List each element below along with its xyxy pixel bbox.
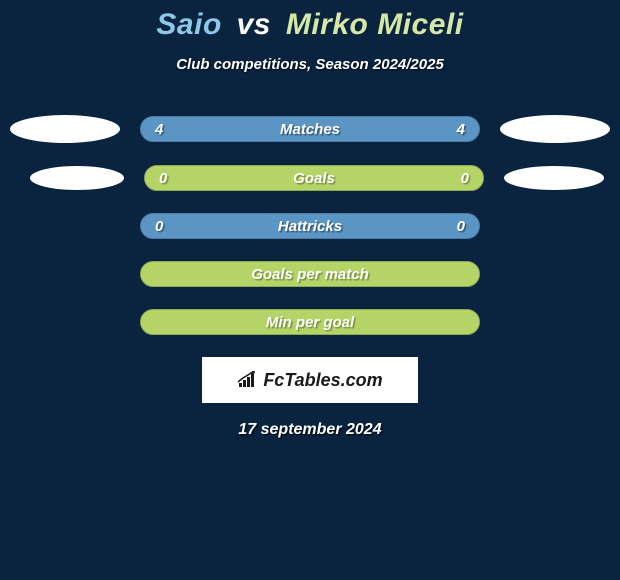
stat-label: Goals per match: [251, 266, 369, 283]
player2-name: Mirko Miceli: [286, 8, 464, 41]
stat-row-mpg: Min per goal: [0, 309, 620, 335]
chart-icon: [237, 371, 259, 389]
stat-value-right: 0: [461, 170, 469, 187]
stat-value-left: 0: [159, 170, 167, 187]
logo-text: FcTables.com: [263, 370, 382, 391]
stat-bar-goals: 0 Goals 0: [144, 165, 484, 191]
ellipse-right-1: [500, 115, 610, 143]
stat-bar-hattricks: 0 Hattricks 0: [140, 213, 480, 239]
stat-row-hattricks: 0 Hattricks 0: [0, 213, 620, 239]
stat-label: Min per goal: [266, 314, 354, 331]
stat-value-left: 0: [155, 218, 163, 235]
stat-bar-matches: 4 Matches 4: [140, 116, 480, 142]
stat-bar-gpm: Goals per match: [140, 261, 480, 287]
stat-value-left: 4: [155, 121, 163, 138]
logo-box: FcTables.com: [202, 357, 418, 403]
stat-row-goals: 0 Goals 0: [0, 165, 620, 191]
stat-value-right: 4: [457, 121, 465, 138]
subtitle: Club competitions, Season 2024/2025: [0, 56, 620, 73]
player1-name: Saio: [156, 8, 221, 41]
stat-label: Matches: [280, 121, 340, 138]
stat-value-right: 0: [457, 218, 465, 235]
page-title: Saio vs Mirko Miceli: [0, 8, 620, 42]
vs-text: vs: [237, 8, 271, 41]
stat-bar-mpg: Min per goal: [140, 309, 480, 335]
ellipse-left-2: [30, 166, 124, 190]
stat-label: Hattricks: [278, 218, 342, 235]
logo: FcTables.com: [237, 370, 382, 391]
ellipse-right-2: [504, 166, 604, 190]
stat-row-gpm: Goals per match: [0, 261, 620, 287]
stat-label: Goals: [293, 170, 335, 187]
stat-row-matches: 4 Matches 4: [0, 115, 620, 143]
ellipse-left-1: [10, 115, 120, 143]
date-text: 17 september 2024: [0, 421, 620, 439]
